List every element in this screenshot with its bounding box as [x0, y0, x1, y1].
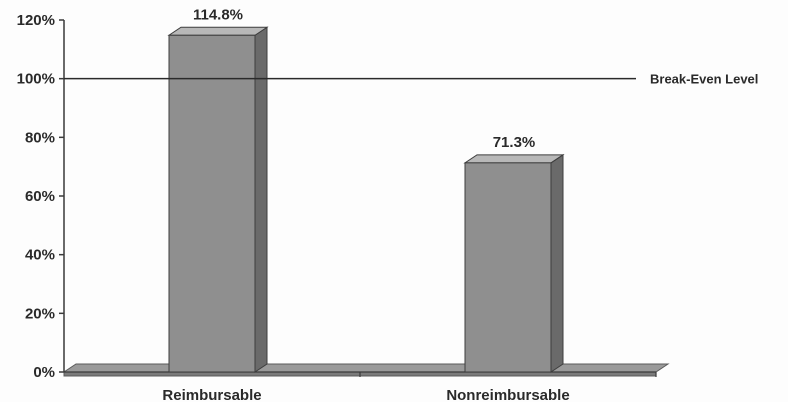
floor-top — [62, 363, 670, 373]
y-tick-label: 20% — [25, 305, 55, 322]
bar-value-label: 114.8% — [193, 6, 243, 23]
break-even-label: Break-Even Level — [650, 72, 758, 87]
y-tick-label: 80% — [25, 129, 55, 146]
bar-value-label: 71.3% — [493, 134, 536, 151]
x-category-label: Nonreimbursable — [446, 387, 569, 402]
bar — [463, 153, 565, 373]
y-tick-label: 100% — [17, 71, 55, 88]
bar-side-face — [550, 153, 564, 373]
y-tick-label: 120% — [17, 12, 55, 29]
bar-front-face — [168, 34, 256, 373]
y-tick-label: 60% — [25, 188, 55, 205]
bar-top-face — [167, 26, 269, 36]
x-axis: Reimbursable Nonreimbursable — [64, 371, 657, 402]
y-tick-label: 0% — [33, 364, 55, 381]
x-category-label: Reimbursable — [162, 387, 261, 402]
data-labels: 114.8% 71.3% — [193, 6, 535, 151]
bars — [167, 26, 565, 373]
bar-front-face — [464, 162, 552, 373]
bar-top-face — [463, 154, 565, 164]
y-axis: 0% 20% 40% 60% 80% 100% 120% — [17, 12, 65, 381]
reference-line-group: Break-Even Level — [64, 72, 758, 87]
chart-floor — [62, 363, 670, 377]
bar — [167, 26, 269, 373]
y-tick-label: 40% — [25, 247, 55, 264]
